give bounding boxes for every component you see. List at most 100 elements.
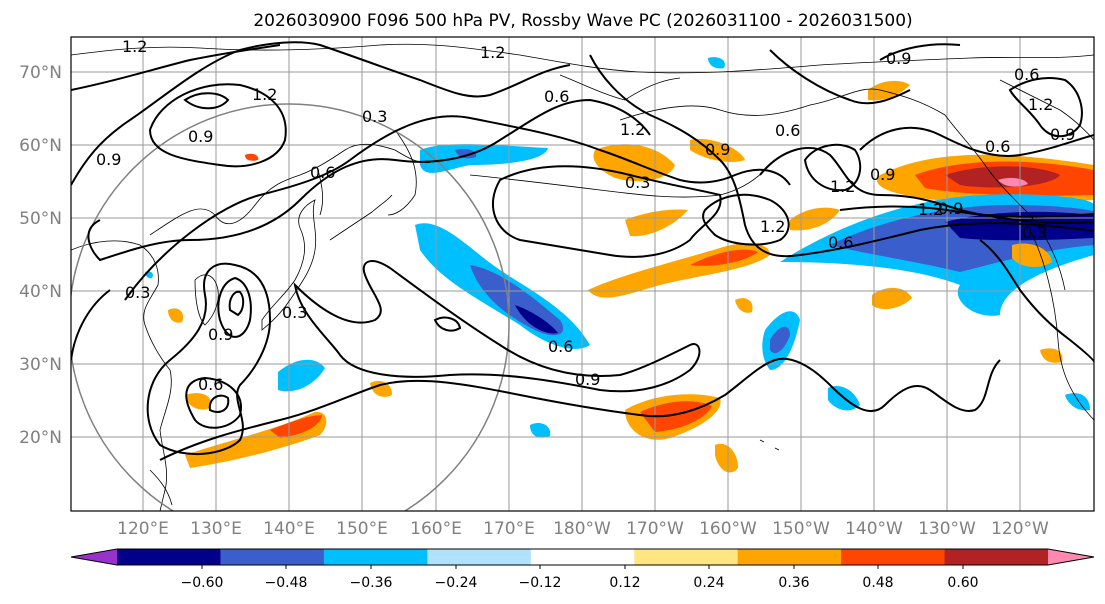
- colorbar-segment: [530, 549, 635, 565]
- positive-anomaly: [625, 209, 688, 237]
- coastline-asia: [71, 240, 172, 511]
- colorbar-segment: [841, 549, 946, 565]
- coastline-bering: [559, 74, 681, 101]
- colorbar-tick-label: −0.60: [181, 575, 224, 591]
- contour-line: [146, 262, 272, 456]
- colorbar-segment: [323, 549, 428, 565]
- positive-anomaly: [370, 380, 392, 397]
- lon-label: 130°W: [918, 519, 976, 539]
- contour-line: [491, 165, 722, 258]
- negative-anomaly: [420, 144, 548, 173]
- colorbar-extend-max: [1048, 549, 1094, 565]
- contour-line: [148, 83, 287, 168]
- contour-label: 0.9: [96, 150, 121, 169]
- coastlines: [71, 43, 1094, 511]
- positive-anomaly: [1012, 243, 1052, 267]
- lon-label: 140°E: [263, 519, 315, 539]
- colorbar-tick-label: 0.12: [609, 575, 640, 591]
- negative-anomaly: [530, 423, 551, 438]
- contour-line: [759, 146, 1094, 224]
- positive-anomaly: [185, 393, 211, 410]
- positive-anomaly: [945, 166, 1060, 188]
- pv-contours: [71, 41, 1094, 461]
- colorbar-extend-min: [71, 549, 117, 565]
- coastline-aleutians: [469, 169, 766, 198]
- positive-anomaly: [1040, 348, 1063, 363]
- colorbar-segment: [634, 549, 739, 565]
- colorbar-segment: [427, 549, 532, 565]
- anomaly-shading: [145, 57, 1094, 473]
- contour-line: [183, 92, 230, 110]
- radius-circle: [71, 103, 510, 511]
- lon-label: 170°W: [626, 519, 684, 539]
- positive-anomaly: [270, 415, 322, 438]
- colorbar-segments: [70, 548, 1095, 566]
- contour-line: [293, 260, 701, 393]
- coastline-hawaii: [759, 439, 780, 451]
- lon-label: 120°W: [991, 519, 1049, 539]
- positive-anomaly: [790, 207, 840, 231]
- contour-label: 0.6: [828, 233, 853, 252]
- colorbar-tick-label: −0.24: [435, 575, 478, 591]
- contour-label: 0.3: [362, 107, 387, 126]
- contour-label: 0.9: [870, 165, 895, 184]
- coastline-japan: [261, 199, 317, 331]
- colorbar-outline: [70, 548, 1095, 566]
- colorbar-ticks: [201, 565, 964, 569]
- contour-label: 1.2: [620, 120, 645, 139]
- contour-label: 0.6: [1014, 65, 1039, 84]
- contour-label: 0.3: [125, 283, 150, 302]
- colorbar-segment: [944, 549, 1049, 565]
- coastline-korea: [194, 274, 219, 326]
- contour-label: 0.6: [544, 87, 569, 106]
- gridlines: [71, 37, 1094, 511]
- lon-label: 160°W: [699, 519, 757, 539]
- map-title: 2026030900 F096 500 hPa PV, Rossby Wave …: [253, 11, 912, 31]
- lat-label: 30°N: [19, 355, 62, 375]
- contour-label: 0.6: [985, 137, 1010, 156]
- coastline-north-america: [1029, 229, 1094, 421]
- positive-anomaly: [868, 80, 910, 101]
- contour-label: 1.2: [480, 43, 505, 62]
- contour-label: 0.3: [625, 173, 650, 192]
- contour-line: [702, 193, 790, 246]
- colorbar-tick-label: 0.60: [947, 575, 978, 591]
- contour-label: 1.2: [122, 37, 147, 56]
- contour-label: 0.9: [1050, 125, 1075, 144]
- contour-labels: 1.2 1.2 1.2 0.9 0.9 0.9 0.6 0.3 0.6 1.2 …: [96, 37, 1075, 394]
- contour-label: 1.2: [252, 85, 277, 104]
- colorbar-tick-label: −0.12: [519, 575, 562, 591]
- contour-line: [87, 98, 651, 262]
- contour-line: [769, 49, 911, 105]
- negative-anomaly: [770, 326, 790, 354]
- colorbar-tick-label: 0.36: [778, 575, 809, 591]
- contour-line: [217, 276, 252, 338]
- colorbar-tick-label: 0.24: [693, 575, 724, 591]
- contour-label: 0.9: [705, 140, 730, 159]
- lon-label: 150°E: [336, 519, 388, 539]
- colorbar-segment: [117, 549, 221, 565]
- lat-label: 50°N: [19, 209, 62, 229]
- negative-anomaly: [515, 305, 558, 334]
- contour-line: [208, 394, 230, 413]
- contour-label: 0.6: [548, 337, 573, 356]
- contour-line: [228, 290, 245, 317]
- negative-anomaly: [1065, 393, 1090, 411]
- contour-line: [589, 54, 1094, 258]
- map-frame: [70, 36, 1095, 512]
- contour-label: 0.9: [188, 127, 213, 146]
- lon-label: 130°E: [190, 519, 242, 539]
- positive-anomaly: [690, 249, 758, 266]
- colorbar: −0.60 −0.48 −0.36 −0.24 −0.12 0.12 0.24 …: [70, 548, 1095, 591]
- negative-anomaly: [455, 148, 477, 159]
- contour-label: 0.6: [310, 163, 335, 182]
- positive-anomaly: [872, 287, 912, 310]
- contour-line: [124, 115, 791, 301]
- contour-line: [71, 41, 571, 186]
- colorbar-tick-label: 0.48: [862, 575, 893, 591]
- contour-label: 1.2: [1028, 95, 1053, 114]
- contour-line: [979, 239, 1094, 363]
- positive-anomaly: [245, 153, 259, 161]
- contour-label: 1.2: [760, 217, 785, 236]
